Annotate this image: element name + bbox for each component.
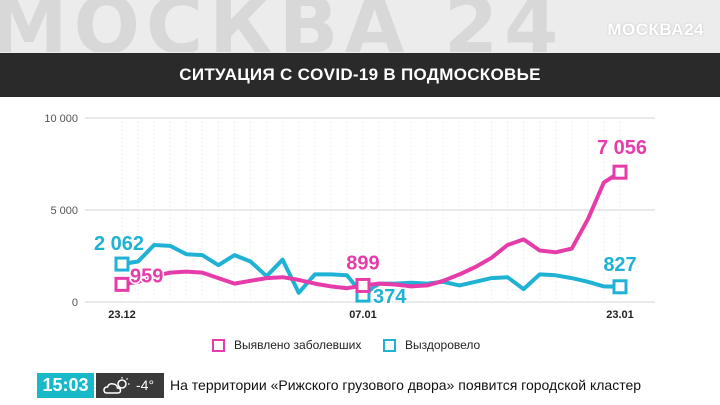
channel-logo: МОСКВА24 [607, 20, 704, 39]
ticker-headline: На территории «Рижского грузового двора»… [170, 377, 642, 393]
data-label: 959 [130, 265, 163, 287]
y-tick-label: 0 [72, 297, 78, 309]
chart-panel [0, 97, 720, 367]
title-bar: СИТУАЦИЯ С COVID-19 В ПОДМОСКОВЬЕ [0, 53, 720, 97]
x-tick-label: 07.01 [349, 309, 377, 321]
legend-swatch-detected [212, 339, 225, 352]
line-chart: 0 5 000 10 000 23.12 07.01 23.01 959 899 7 056 2 … [44, 113, 655, 321]
cloud-sun-icon [103, 377, 131, 403]
data-marker [114, 276, 130, 292]
clock-time: 15:03 [37, 373, 94, 398]
data-marker [114, 256, 130, 272]
data-marker [612, 164, 628, 180]
weather-widget: -4° [96, 373, 164, 398]
x-tick-label: 23.01 [606, 309, 634, 321]
temperature: -4° [136, 377, 155, 393]
background-watermark: МОСКВА 24 [0, 0, 565, 52]
chart-title: СИТУАЦИЯ С COVID-19 В ПОДМОСКОВЬЕ [179, 65, 541, 84]
data-marker [612, 279, 628, 295]
data-label: 899 [346, 252, 379, 274]
legend-label-recovered: Выздоровело [405, 338, 481, 352]
data-label: 2 062 [94, 233, 144, 255]
y-tick-label: 10 000 [44, 113, 78, 125]
data-label: 827 [603, 254, 636, 276]
y-tick-label: 5 000 [50, 205, 78, 217]
news-ticker: 15:03 -4° На территории «Рижского грузов… [0, 367, 720, 405]
x-tick-label: 23.12 [108, 309, 136, 321]
legend-swatch-recovered [383, 339, 396, 352]
series-line-0 [120, 170, 622, 291]
series-line-1 [120, 243, 622, 298]
data-label: 374 [373, 286, 407, 308]
data-label: 7 056 [597, 137, 647, 159]
legend-label-detected: Выявлено заболевших [234, 338, 362, 352]
data-marker [355, 277, 371, 293]
